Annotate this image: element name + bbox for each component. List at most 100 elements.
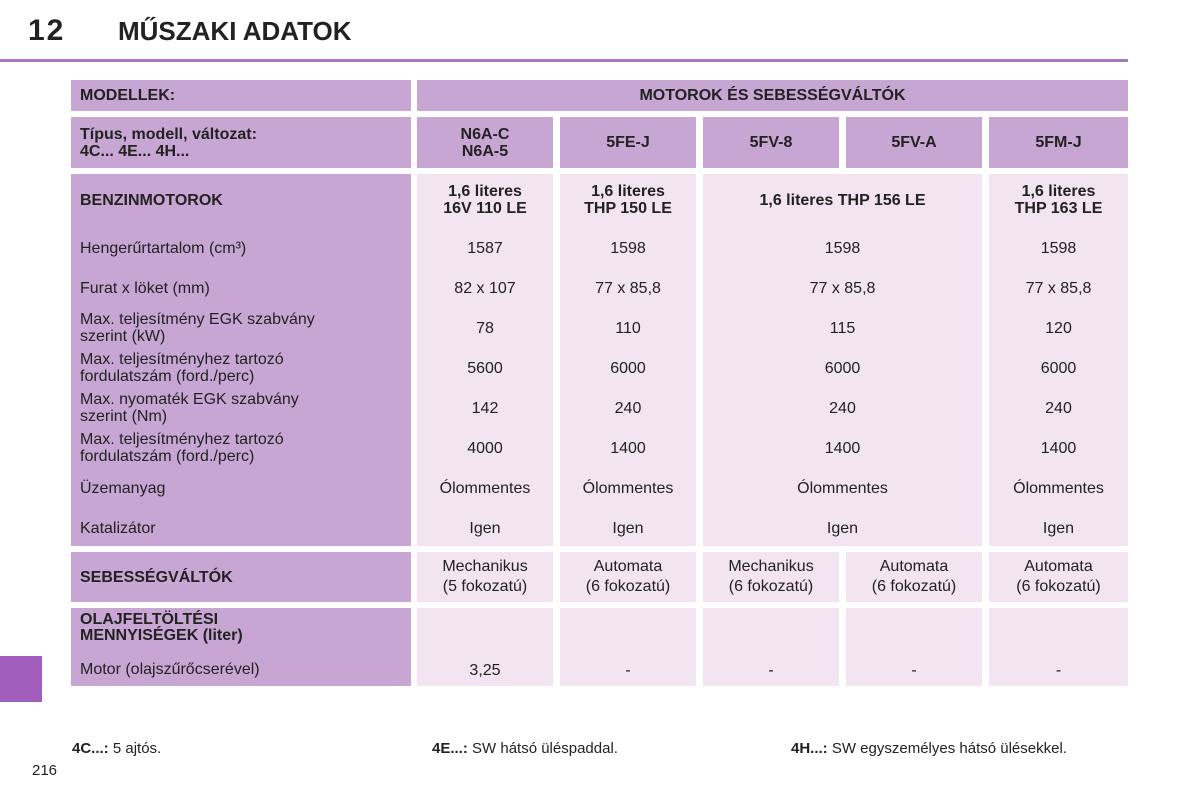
spec-value: Igen	[989, 516, 1128, 540]
spec-value-text: Igen	[826, 519, 859, 537]
spec-label: Max. teljesítmény EGK szabvány szerint (…	[71, 310, 411, 346]
spec-value-text: 4000	[467, 439, 503, 457]
spec-value: 1598	[703, 236, 982, 260]
page-title: MŰSZAKI ADATOK	[118, 16, 352, 46]
petrol-column-4	[989, 174, 1128, 546]
spec-value-text: 78	[476, 319, 494, 337]
engine-name-cell: 1,6 literes THP 150 LE	[560, 183, 696, 217]
spec-value-text: 1400	[610, 439, 646, 457]
page-number: 216	[32, 762, 58, 779]
code-5fv-a: 5FV-A	[891, 134, 937, 151]
spec-value: 6000	[989, 356, 1128, 380]
petrol-labels-column	[71, 174, 411, 546]
gearbox-speeds: (6 fokozatú)	[728, 578, 814, 595]
gearbox-cell: Mechanikus (5 fokozatú)	[417, 552, 553, 602]
power-rpm2-label-line2: fordulatszám (ford./perc)	[80, 448, 255, 465]
oil-value: -	[560, 658, 696, 682]
code-cell: 5FE-J	[560, 117, 696, 168]
type-label-cell: Típus, modell, változat: 4C... 4E... 4H.…	[71, 117, 411, 168]
spec-value-text: 120	[1045, 319, 1072, 337]
gearbox-speeds: (5 fokozatú)	[442, 578, 528, 595]
max-torque-label-line2: szerint (Nm)	[80, 408, 168, 425]
spec-label: Katalizátor	[71, 516, 411, 540]
gearbox-type: Mechanikus	[442, 558, 528, 575]
engine-name-cell: 1,6 literes THP 163 LE	[989, 183, 1128, 217]
oil-value-text: -	[1055, 661, 1062, 679]
spec-value-text: 110	[615, 319, 641, 337]
spec-value-text: 77 x 85,8	[809, 279, 876, 297]
power-rpm-label-line1: Max. teljesítményhez tartozó	[80, 351, 284, 368]
gearbox-cell: Automata (6 fokozatú)	[989, 552, 1128, 602]
spec-value: 77 x 85,8	[703, 276, 982, 300]
spec-value: Ólommentes	[417, 476, 553, 500]
gearbox-cell: Mechanikus (6 fokozatú)	[703, 552, 839, 602]
models-label: MODELLEK:	[80, 87, 176, 104]
spec-value-text: 1400	[824, 439, 861, 457]
spec-value-text: Ólommentes	[582, 479, 674, 497]
engine-name-line2: THP 150 LE	[584, 200, 672, 217]
footnote-4h: 4H...: SW egyszemélyes hátsó ülésekkel.	[791, 740, 1067, 757]
spec-label: Furat x löket (mm)	[71, 276, 411, 300]
spec-value-text: 115	[829, 319, 856, 337]
spec-value-text: 240	[1045, 399, 1072, 417]
engine-name-line2: 16V 110 LE	[443, 200, 527, 217]
engines-title: MOTOROK ÉS SEBESSÉGVÁLTÓK	[639, 87, 906, 104]
models-header-cell: MODELLEK:	[71, 80, 411, 111]
gearbox-type: Automata	[1024, 558, 1093, 575]
petrol-engines-label-cell: BENZINMOTOROK	[71, 183, 411, 217]
engine-oil-label: Motor (olajszűrőcserével)	[80, 661, 260, 678]
spec-value: 5600	[417, 356, 553, 380]
spec-value: 1400	[989, 436, 1128, 460]
spec-value: Ólommentes	[989, 476, 1128, 500]
spec-value-text: Igen	[1042, 519, 1075, 537]
spec-value-text: 240	[614, 399, 642, 417]
footnote-4c: 4C...: 5 ajtós.	[72, 740, 161, 757]
spec-value: 1400	[703, 436, 982, 460]
engine-name-line2: THP 163 LE	[1014, 200, 1103, 217]
oil-value: -	[703, 658, 839, 682]
type-label-line2: 4C... 4E... 4H...	[80, 142, 190, 160]
spec-value: 142	[417, 396, 553, 420]
engine-name-line1: 1,6 literes	[591, 183, 665, 200]
footnote-text: 5 ajtós.	[108, 740, 162, 757]
spec-value: Igen	[560, 516, 696, 540]
oil-cell	[846, 608, 982, 686]
code-cell: 5FM-J	[989, 117, 1128, 168]
code-5fm-j: 5FM-J	[1035, 134, 1082, 151]
spec-value-text: 6000	[824, 359, 861, 377]
oil-cell	[417, 608, 553, 686]
gearbox-type: Automata	[593, 558, 663, 575]
max-torque-label-line1: Max. nyomaték EGK szabvány	[80, 391, 299, 408]
spec-value-text: Igen	[469, 519, 501, 537]
code-cell: 5FV-8	[703, 117, 839, 168]
oil-value: 3,25	[417, 658, 553, 682]
oil-cell	[703, 608, 839, 686]
spec-value-text: 1598	[610, 239, 646, 257]
spec-value: 78	[417, 316, 553, 340]
footnote-key: 4C...:	[72, 740, 109, 757]
spec-value: Ólommentes	[703, 476, 982, 500]
gearbox-speeds: (6 fokozatú)	[585, 578, 671, 595]
chapter-number: 12	[28, 14, 66, 47]
oil-cell	[989, 608, 1128, 686]
oil-value: -	[989, 658, 1128, 682]
engines-header-cell: MOTOROK ÉS SEBESSÉGVÁLTÓK	[417, 80, 1128, 111]
engine-name-cell: 1,6 literes THP 156 LE	[703, 183, 982, 217]
petrol-engines-label: BENZINMOTOROK	[80, 191, 223, 209]
footnote-key: 4H...:	[791, 740, 828, 757]
spec-label: Max. teljesítményhez tartozó fordulatszá…	[71, 430, 411, 466]
spec-value: 82 x 107	[417, 276, 553, 300]
power-rpm2-label-line1: Max. teljesítményhez tartozó	[80, 431, 284, 448]
spec-value: 77 x 85,8	[989, 276, 1128, 300]
spec-value: 1400	[560, 436, 696, 460]
spec-value: 6000	[560, 356, 696, 380]
catalyst-label: Katalizátor	[80, 519, 156, 537]
spec-label: Max. teljesítményhez tartozó fordulatszá…	[71, 350, 411, 386]
gearbox-cell: Automata (6 fokozatú)	[846, 552, 982, 602]
oil-value: -	[846, 658, 982, 682]
spec-value: 240	[560, 396, 696, 420]
type-label-line1: Típus, modell, változat:	[80, 125, 257, 143]
max-power-label-line1: Max. teljesítmény EGK szabvány	[80, 311, 315, 328]
gearbox-type: Automata	[879, 558, 949, 575]
oil-label-line1: OLAJFELTÖLTÉSI	[80, 611, 219, 628]
